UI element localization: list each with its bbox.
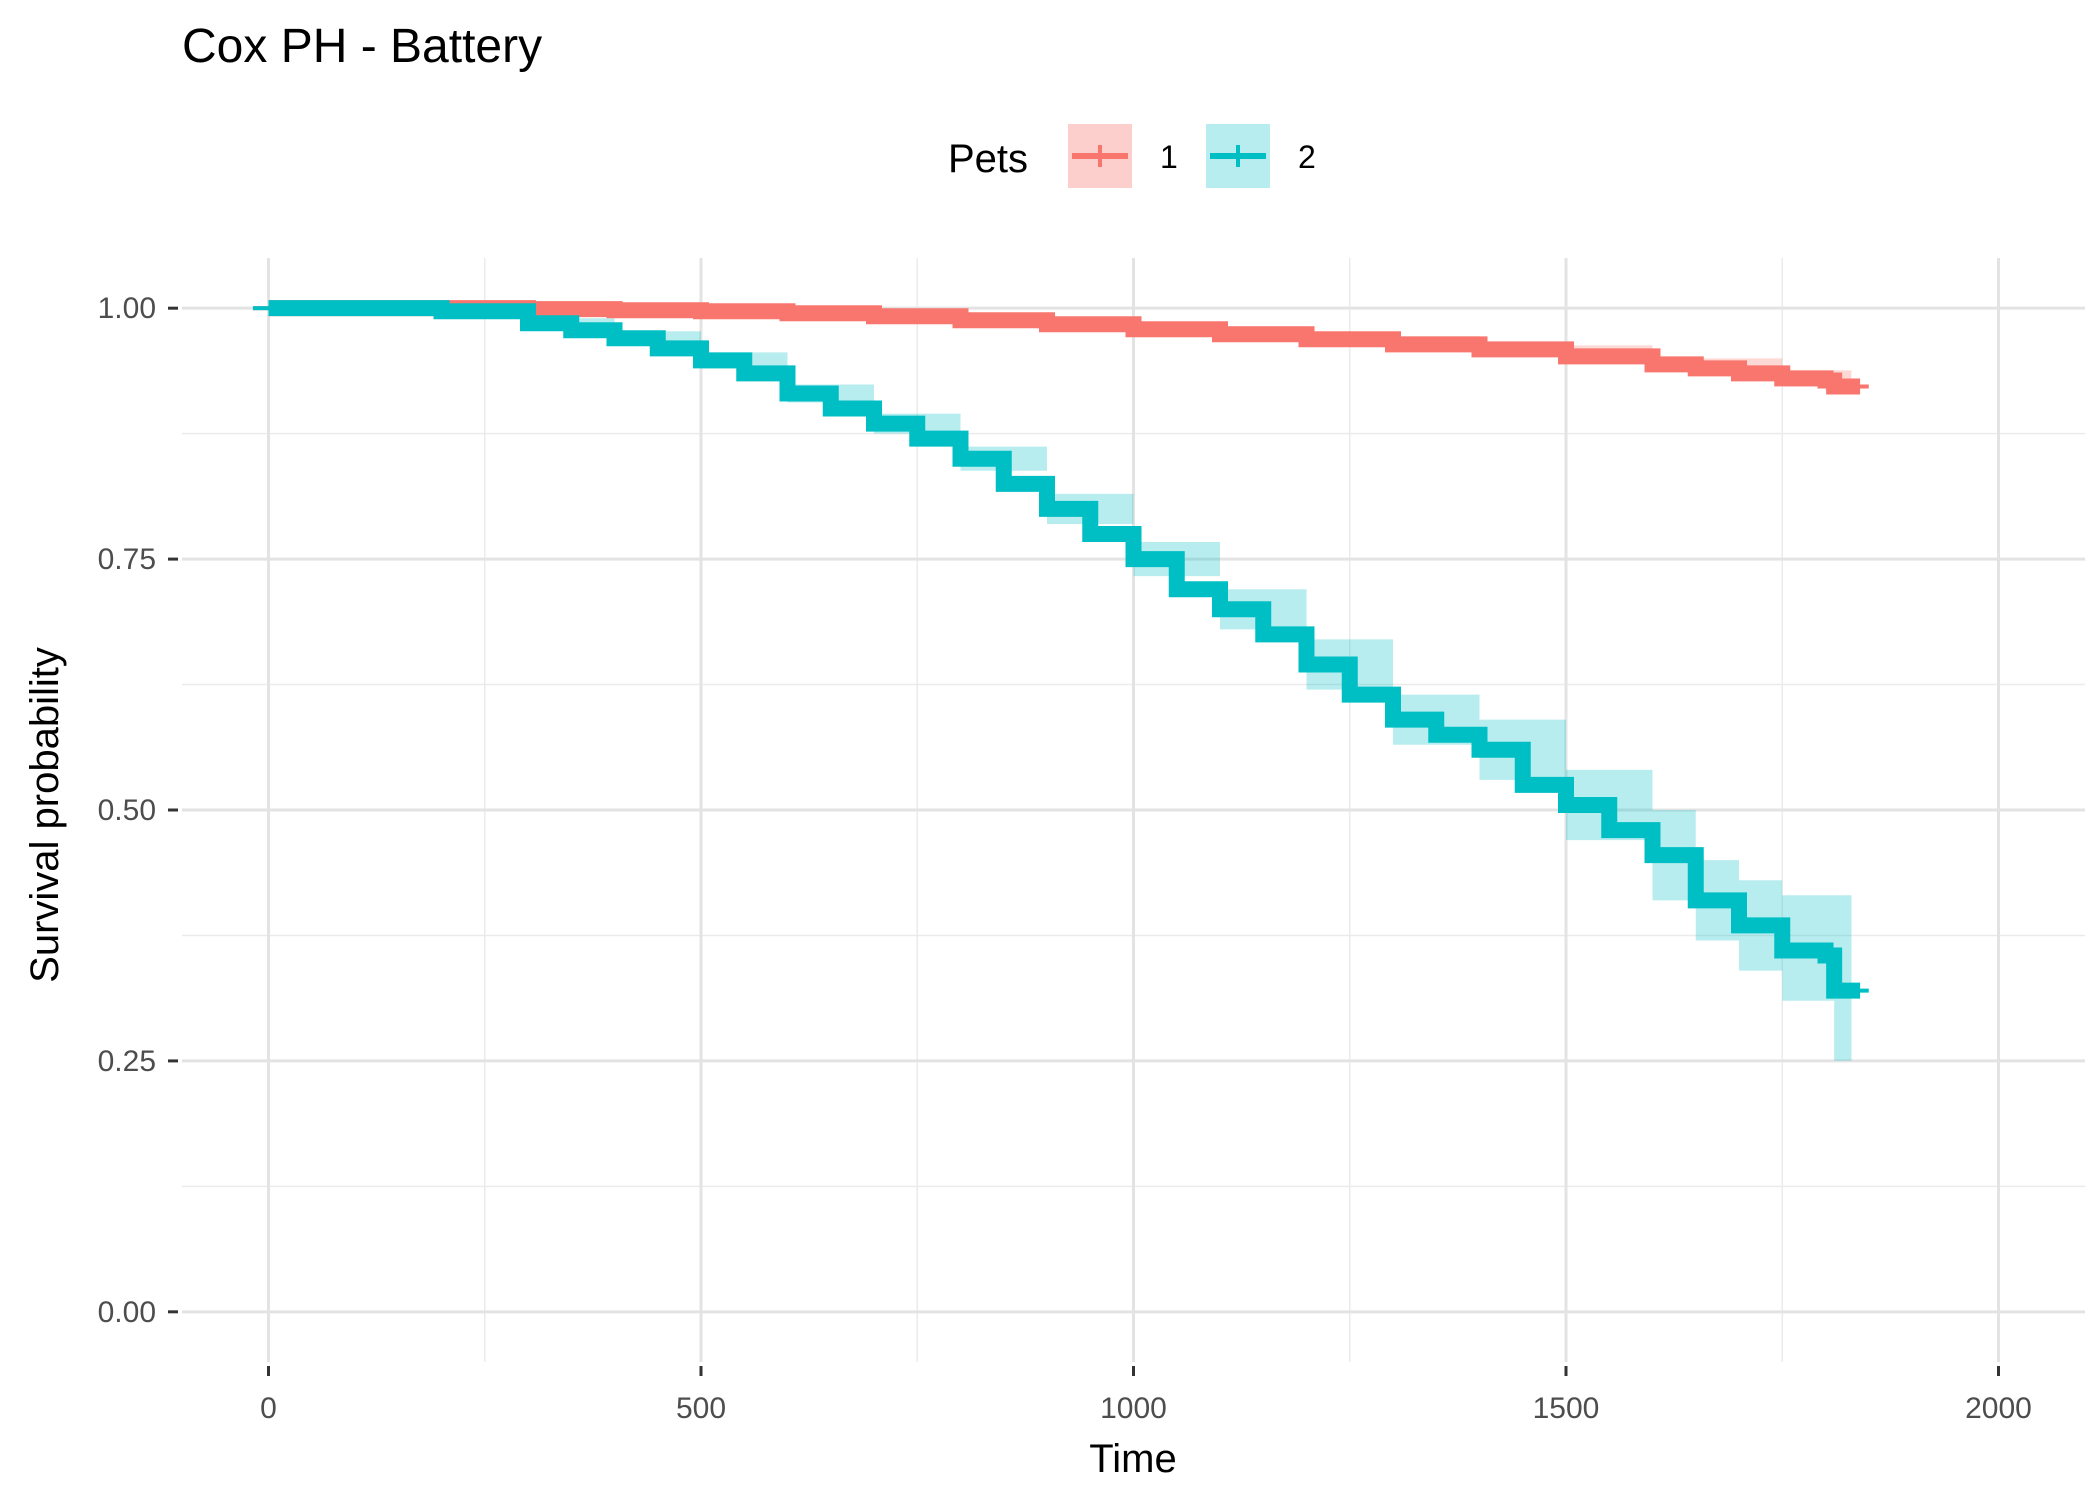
x-tick-label: 2000: [1965, 1392, 2032, 1425]
chart-title: Cox PH - Battery: [182, 20, 542, 73]
legend-item-1[interactable]: 1: [1068, 124, 1178, 188]
survival-line-series-1: [268, 300, 1861, 395]
x-tick-label: 500: [676, 1392, 726, 1425]
legend-title: Pets: [948, 137, 1028, 181]
legend-label-2: 2: [1298, 139, 1316, 175]
x-axis-title: Time: [1089, 1437, 1176, 1481]
axes: 0 500 1000 1500 2000 0.00 0.25 0.50 0.75 1.00: [98, 292, 2032, 1425]
y-tick-label: 0.75: [98, 543, 156, 576]
x-tick-label: 1000: [1100, 1392, 1167, 1425]
x-tick-label: 1500: [1533, 1392, 1600, 1425]
y-tick-label: 0.25: [98, 1045, 156, 1078]
legend: Pets 1 2: [948, 124, 1316, 188]
x-tick-label: 0: [260, 1392, 277, 1425]
y-tick-label: 0.50: [98, 794, 156, 827]
legend-label-1: 1: [1160, 139, 1178, 175]
survival-line-series-2: [268, 300, 1861, 999]
y-tick-label: 1.00: [98, 292, 156, 325]
y-axis-title: Survival probability: [23, 647, 67, 983]
legend-item-2[interactable]: 2: [1206, 124, 1316, 188]
grid: [182, 258, 2085, 1362]
y-tick-label: 0.00: [98, 1296, 156, 1329]
survival-curves: [252, 300, 1869, 999]
